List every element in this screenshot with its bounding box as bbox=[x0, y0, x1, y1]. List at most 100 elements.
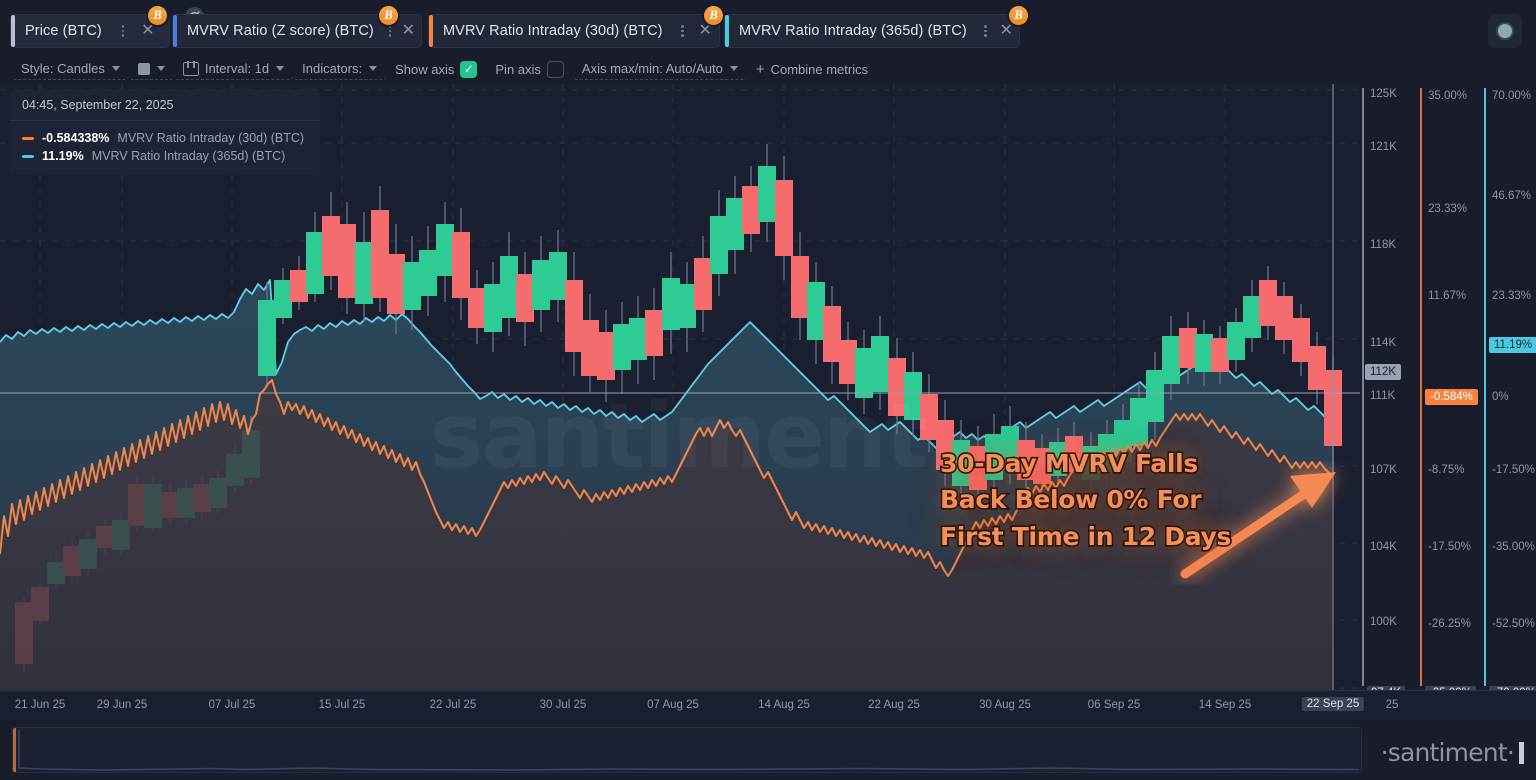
legend-row-365d: 11.19% MVRV Ratio Intraday (365d) (BTC) bbox=[10, 147, 320, 165]
x-tick: 15 Jul 25 bbox=[318, 699, 366, 711]
price-tick: 125K bbox=[1370, 88, 1397, 100]
mvrv-30d-current-marker: -0.584% bbox=[1425, 389, 1478, 405]
mvrv-365d-tick: -52.50% bbox=[1492, 618, 1535, 630]
mvrv-365d-tick: 23.33% bbox=[1492, 290, 1532, 302]
price-tick: 104K bbox=[1370, 541, 1397, 553]
style-label: Style: Candles bbox=[21, 61, 105, 76]
tab-mvrv-intraday-30d[interactable]: MVRV Ratio Intraday (30d) (BTC) ✕ bbox=[428, 14, 720, 48]
record-dot-icon[interactable] bbox=[1488, 14, 1522, 48]
chart-canvas[interactable]: santiment bbox=[0, 84, 1360, 690]
x-tick: 29 Jun 25 bbox=[96, 699, 148, 711]
plus-icon: + bbox=[755, 60, 765, 78]
mvrv-365d-current-marker: 11.19% bbox=[1489, 337, 1536, 353]
series-mvrv-30d-line bbox=[0, 379, 1333, 577]
legend-color-swatch bbox=[22, 154, 34, 158]
mvrv-30d-tick: 35.00% bbox=[1428, 90, 1468, 102]
axis-minmax-label: Axis max/min: Auto/Auto bbox=[581, 61, 723, 76]
mvrv-365d-tick: 0% bbox=[1492, 391, 1509, 403]
pin-axis-toggle[interactable]: Pin axis bbox=[486, 59, 573, 80]
legend-series-name: MVRV Ratio Intraday (30d) (BTC) bbox=[117, 131, 305, 145]
tab-accent-bar bbox=[429, 15, 433, 47]
x-tick: 07 Jul 25 bbox=[208, 699, 256, 711]
tab-mvrv-intraday-365d[interactable]: MVRV Ratio Intraday (365d) (BTC) ✕ bbox=[724, 14, 1020, 48]
chevron-down-icon bbox=[276, 66, 285, 71]
tab-label: MVRV Ratio Intraday (30d) (BTC) bbox=[443, 23, 663, 39]
tab-menu-icon[interactable] bbox=[386, 21, 395, 41]
tab-label: MVRV Ratio (Z score) (BTC) bbox=[187, 23, 374, 39]
candlestick-icon bbox=[182, 60, 199, 76]
brand-text: santiment bbox=[1387, 738, 1508, 767]
price-tick: 114K bbox=[1370, 337, 1397, 349]
annotation-arrow-icon bbox=[1180, 472, 1336, 579]
mvrv-30d-tick: -8.75% bbox=[1428, 464, 1465, 476]
show-axis-label: Show axis bbox=[395, 61, 455, 77]
x-axis[interactable]: 21 Jun 25 29 Jun 25 07 Jul 25 15 Jul 25 … bbox=[0, 690, 1536, 720]
pin-axis-label: Pin axis bbox=[495, 61, 541, 77]
interval-selector[interactable]: Interval: 1d bbox=[173, 59, 294, 80]
annotation-text: 30-Day MVRV Falls Back Below 0% For Firs… bbox=[938, 446, 1270, 555]
color-selector[interactable] bbox=[128, 59, 174, 80]
tab-menu-icon[interactable] bbox=[114, 21, 132, 41]
annotation-line-3: First Time in 12 Days bbox=[938, 520, 1233, 552]
x-tick: 30 Aug 25 bbox=[979, 699, 1031, 711]
tab-menu-icon[interactable] bbox=[979, 21, 993, 41]
x-tick: 06 Sep 25 bbox=[1087, 699, 1141, 711]
indicators-selector[interactable]: Indicators: bbox=[293, 59, 387, 80]
chart-svg bbox=[0, 84, 1360, 690]
mvrv-365d-tick: -35.00% bbox=[1492, 541, 1535, 553]
x-tick-trailing: 25 bbox=[1385, 699, 1399, 711]
legend-value: -0.584338% bbox=[42, 131, 110, 145]
chevron-down-icon bbox=[111, 66, 120, 71]
tab-close-icon[interactable]: ✕ bbox=[401, 22, 415, 39]
style-selector[interactable]: Style: Candles bbox=[12, 59, 129, 80]
x-tick: 22 Jul 25 bbox=[429, 699, 477, 711]
tab-close-icon[interactable]: ✕ bbox=[141, 22, 155, 39]
minimap-sparkline bbox=[18, 730, 1360, 771]
show-axis-checkbox[interactable]: ✓ bbox=[460, 60, 478, 78]
mvrv-365d-tick: 70.00% bbox=[1492, 90, 1532, 102]
tab-label: Price (BTC) bbox=[25, 23, 102, 39]
price-current-marker: 112K bbox=[1365, 364, 1402, 380]
minimap-left-handle[interactable] bbox=[13, 728, 16, 772]
tab-accent-bar bbox=[11, 15, 15, 47]
brand-bar-icon bbox=[1519, 742, 1524, 764]
tab-close-icon[interactable]: ✕ bbox=[999, 22, 1013, 39]
btc-badge-icon: B bbox=[379, 6, 398, 25]
right-axes: 125K 121K 118K 114K 111K 107K 104K 100K … bbox=[1360, 84, 1536, 700]
x-tick: 30 Jul 25 bbox=[539, 699, 587, 711]
show-axis-toggle[interactable]: Show axis ✓ bbox=[386, 59, 486, 80]
series-mvrv-30d-area bbox=[0, 380, 1332, 690]
chevron-down-icon bbox=[156, 66, 165, 71]
chevron-down-icon bbox=[369, 66, 378, 71]
chart-legend-tooltip: 04:45, September 22, 2025 -0.584338% MVR… bbox=[10, 90, 320, 175]
legend-timestamp: 04:45, September 22, 2025 bbox=[10, 90, 320, 121]
range-minimap[interactable] bbox=[12, 727, 1362, 773]
tab-price-btc[interactable]: Price (BTC) ✕ bbox=[10, 14, 170, 48]
x-tick-highlighted: 22 Sep 25 bbox=[1301, 697, 1365, 711]
legend-value: 11.19% bbox=[42, 149, 84, 163]
x-tick: 21 Jun 25 bbox=[14, 699, 66, 711]
tab-close-icon[interactable]: ✕ bbox=[698, 22, 712, 39]
x-tick: 22 Aug 25 bbox=[868, 699, 920, 711]
x-tick: 07 Aug 25 bbox=[647, 699, 699, 711]
mvrv-30d-tick: -17.50% bbox=[1428, 541, 1471, 553]
tab-menu-icon[interactable] bbox=[675, 21, 691, 41]
legend-color-swatch bbox=[22, 136, 34, 140]
mvrv-365d-tick: -17.50% bbox=[1492, 464, 1535, 476]
interval-label: Interval: 1d bbox=[204, 61, 270, 76]
price-tick: 121K bbox=[1370, 141, 1397, 153]
axis-minmax-selector[interactable]: Axis max/min: Auto/Auto bbox=[572, 59, 747, 80]
pin-axis-checkbox[interactable] bbox=[546, 60, 564, 78]
indicators-label: Indicators: bbox=[302, 61, 363, 76]
mvrv-30d-tick: -26.25% bbox=[1428, 618, 1471, 630]
tab-accent-bar bbox=[173, 15, 177, 47]
legend-series-name: MVRV Ratio Intraday (365d) (BTC) bbox=[91, 149, 286, 163]
brand-dot-2: · bbox=[1506, 738, 1515, 767]
chart-toolbar: Style: Candles Interval: 1d Indicators: … bbox=[0, 55, 1536, 83]
combine-metrics-button[interactable]: + Combine metrics bbox=[747, 59, 877, 80]
price-tick: 107K bbox=[1370, 464, 1397, 476]
price-tick: 100K bbox=[1370, 616, 1397, 628]
btc-badge-icon: B bbox=[704, 6, 723, 25]
annotation-line-2: Back Below 0% For bbox=[938, 484, 1203, 516]
